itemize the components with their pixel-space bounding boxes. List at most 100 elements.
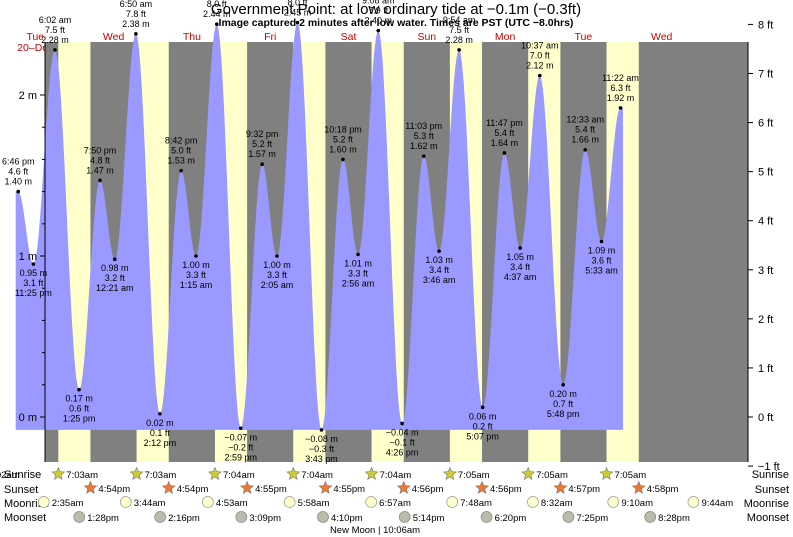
left-tick-label: 2 m (19, 90, 37, 102)
sunset-time: 4:56pm (490, 484, 522, 495)
moonset-icon (154, 511, 167, 523)
moonrise-icon (37, 496, 50, 508)
sunset-row-label-right: Sunset (755, 484, 789, 496)
day-header-dow: Tue (575, 31, 593, 43)
low-tide-point (194, 254, 198, 258)
low-tide-label: −0.08 m (305, 434, 338, 444)
low-tide-label: 12:21 am (96, 283, 134, 293)
right-tick-label: 0 ft (758, 412, 773, 424)
moonrise-time: 9:10am (621, 498, 653, 509)
high-tide-label: 2.38 m (122, 19, 150, 29)
low-tide-point (158, 411, 162, 416)
high-tide-label: 10:18 pm (324, 124, 362, 134)
low-tide-point (31, 262, 36, 266)
moonset-icon (480, 511, 493, 523)
high-tide-label: 6.3 ft (610, 83, 631, 93)
low-tide-label: 1.09 m (588, 246, 616, 256)
moonrise-icon (527, 496, 539, 508)
low-tide-label: 3.4 ft (510, 262, 531, 272)
low-tide-label: 4:37 am (504, 272, 537, 282)
high-tide-label: 11:47 pm (486, 118, 523, 128)
moonset-row-label-right: Moonset (747, 512, 789, 524)
high-tide-point (457, 48, 461, 52)
sunset-icon (631, 480, 646, 494)
low-tide-label: 3.6 ft (591, 256, 612, 266)
sunrise-time: 7:03am (145, 470, 177, 481)
sunrise-time: 7:04am (301, 470, 333, 481)
sunset-icon (318, 480, 333, 494)
low-tide-point (112, 257, 117, 262)
low-tide-label: 4:26 pm (386, 447, 419, 457)
high-tide-label: 2.28 m (445, 35, 473, 45)
moonrise-time: 8:32am (541, 498, 573, 509)
moonrise-icon (365, 496, 378, 508)
low-tide-point (518, 246, 522, 250)
low-tide-label: 0.98 m (101, 263, 129, 273)
moon-phase-label: New Moon | 10:06am (330, 525, 420, 536)
moonrise-icon (119, 496, 132, 508)
right-tick-label: 3 ft (758, 265, 773, 277)
low-tide-label: −0.1 ft (389, 437, 415, 447)
high-tide-label: 7.0 ft (530, 51, 551, 61)
moonset-icon (317, 511, 329, 523)
high-tide-label: 7.5 ft (449, 25, 470, 35)
high-tide-label: 1.62 m (410, 141, 438, 151)
tide-area (15, 22, 623, 430)
high-tide-label: 9:54 am (443, 15, 476, 25)
low-tide-label: 1:15 am (180, 280, 213, 290)
low-tide-label: 1.00 m (263, 260, 291, 270)
low-tide-point (77, 387, 81, 392)
low-tide-point (599, 239, 604, 244)
low-tide-label: 2:56 am (342, 278, 375, 288)
sunset-time: 4:57pm (568, 484, 600, 495)
high-tide-label: 4.8 ft (90, 155, 111, 165)
moonset-icon (73, 511, 86, 523)
moonset-time: 1:28pm (87, 513, 119, 524)
day-header-dow: Wed (103, 31, 125, 43)
high-tide-label: 7.9 ft (368, 6, 389, 16)
day-header-dow: Mon (495, 31, 516, 43)
low-tide-label: 5:33 am (585, 266, 618, 276)
high-tide-label: 1.60 m (329, 144, 357, 154)
high-tide-point (98, 178, 102, 183)
sunrise-icon (521, 466, 536, 480)
sunrise-icon (286, 466, 301, 480)
sunrise-time: 7:04am (223, 470, 255, 481)
high-tide-point (341, 157, 345, 162)
high-tide-label: 6:46 pm (2, 157, 35, 167)
low-tide-label: 0.1 ft (150, 428, 171, 438)
high-tide-label: 1.66 m (571, 135, 599, 145)
day-header-dow: Tue (26, 31, 44, 43)
low-tide-label: 1.05 m (506, 252, 534, 262)
low-tide-label: −0.04 m (386, 427, 419, 437)
sunrise-row-label-left: Sunrise (4, 469, 41, 481)
sunset-icon (240, 480, 255, 494)
high-tide-point (502, 151, 507, 155)
sunrise-time: 7:04am (380, 470, 412, 481)
low-tide-label: 3.3 ft (348, 268, 369, 278)
high-tide-label: 5.4 ft (575, 125, 596, 135)
sunset-icon (161, 480, 176, 494)
moonset-time: 3:09pm (249, 513, 281, 524)
low-tide-point (437, 249, 441, 253)
high-tide-point (618, 106, 623, 110)
right-tick-label: 6 ft (758, 118, 773, 130)
low-tide-label: 3:46 am (423, 275, 456, 285)
high-tide-label: 2.40 m (365, 16, 393, 26)
right-tick-label: 8 ft (758, 19, 773, 31)
low-tide-point (400, 421, 404, 426)
sunset-time: 4:55pm (255, 484, 287, 495)
moonset-time: 6:20pm (495, 513, 527, 524)
moonset-icon (235, 511, 248, 523)
high-tide-label: 1.57 m (248, 149, 276, 159)
low-tide-label: 3.4 ft (429, 265, 450, 275)
high-tide-label: 5.0 ft (171, 146, 192, 156)
right-tick-label: −1 ft (758, 461, 780, 473)
high-tide-point (376, 28, 381, 33)
high-tide-label: 1.47 m (86, 165, 114, 175)
moonrise-icon (607, 496, 620, 508)
high-tide-point (134, 32, 138, 36)
sunrise-icon (51, 466, 66, 480)
day-header-date: 20–Dec (17, 42, 53, 54)
